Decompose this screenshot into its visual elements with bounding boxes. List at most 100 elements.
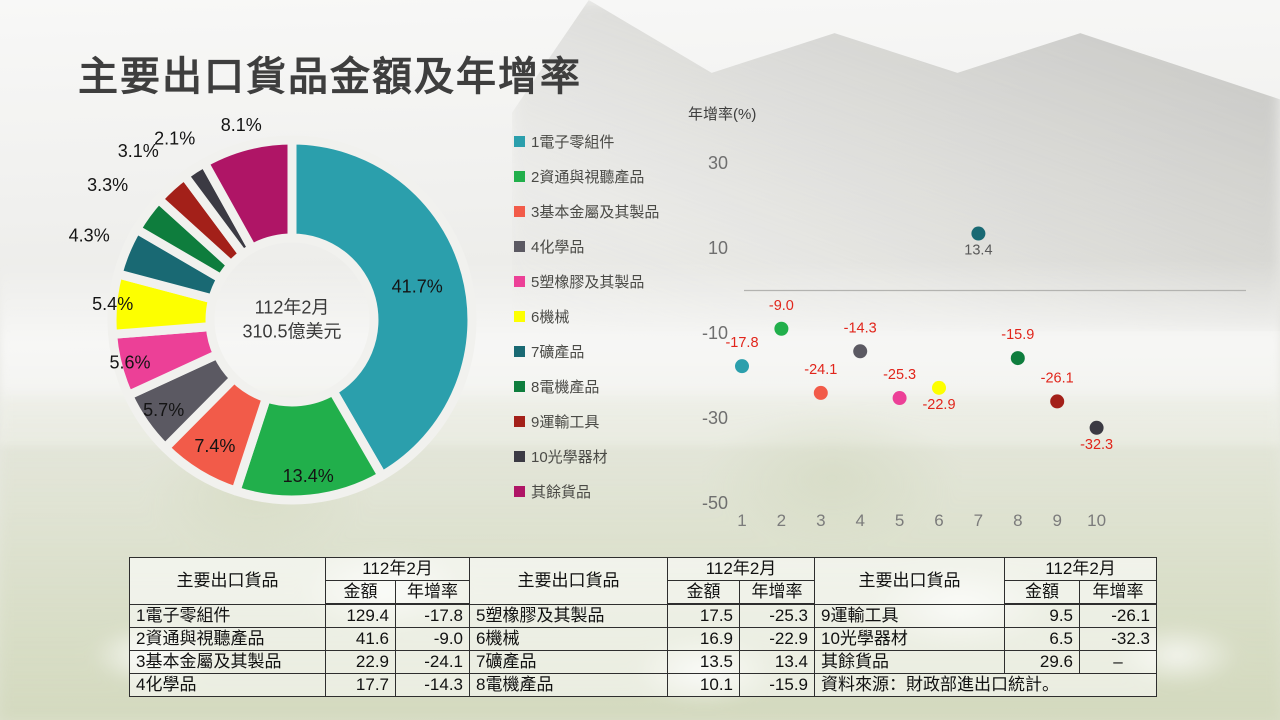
scatter-ytick-label: -10 (702, 323, 728, 343)
donut-chart: 41.7% 13.4% 7.4% 5.7% 5.6% 5.4% 4.3% 3.3% 3.1%2.… (69, 115, 477, 505)
donut-slice-percent-label: 5.7% (143, 400, 184, 420)
export-table-3: 主要出口貨品 112年2月 金額 年增率 9運輸工具 9.5 -26.1 10光學器材 6.5-… (814, 557, 1157, 697)
table-row: 3基本金屬及其製品 22.9 -24.1 (129, 650, 470, 674)
legend-item-label: 8電機產品 (531, 379, 600, 396)
cell-amount: 16.9 (667, 627, 740, 651)
scatter-xtick-label: 8 (1013, 511, 1022, 530)
donut-slice-percent-label: 4.3% (69, 226, 110, 246)
legend-swatch-icon (514, 381, 525, 392)
table-row: 2資通與視聽產品 41.6 -9.0 (129, 627, 470, 651)
cell-amount: 9.5 (1004, 603, 1080, 628)
legend-swatch-icon (514, 276, 525, 287)
scatter-point-value-label: -17.8 (725, 335, 758, 351)
col-header-period: 112年2月 (667, 557, 815, 581)
cell-yoy: -32.3 (1079, 627, 1157, 651)
col-header-item: 主要出口貨品 (814, 557, 1005, 605)
scatter-ytick-label: -50 (702, 493, 728, 513)
scatter-point-value-label: 13.4 (964, 243, 992, 259)
legend-item-10: 10光學器材 (514, 449, 659, 466)
scatter-point-value-label: -9.0 (769, 298, 794, 314)
scatter-point-8 (1010, 351, 1025, 366)
table-row: 其餘貨品 29.6– (814, 650, 1157, 674)
cell-yoy: -24.1 (395, 650, 470, 674)
cell-yoy: -17.8 (395, 603, 470, 628)
export-table-2: 主要出口貨品 112年2月 金額 年增率 5塑橡膠及其製品 17.5 -25.3 6機械 16.… (469, 557, 815, 697)
donut-center-total: 310.5億美元 (242, 322, 342, 342)
legend-swatch-icon (514, 451, 525, 462)
col-header-yoy: 年增率 (1079, 580, 1157, 605)
scatter-point-value-label: -25.3 (883, 367, 916, 383)
cell-amount: 17.5 (667, 603, 740, 628)
donut-slice-percent-label: 2.1% (154, 129, 195, 149)
col-header-yoy: 年增率 (739, 580, 815, 605)
scatter-xtick-label: 9 (1052, 511, 1061, 530)
scatter-xtick-label: 3 (816, 511, 825, 530)
scatter-xtick-label: 10 (1087, 511, 1106, 530)
cell-item-name: 1電子零組件 (129, 603, 326, 628)
scatter-chart: 年增率(%) 30 10 -10 -30 -50 1 2 3 4 5 6 7 8 9 10 -17.8 -9.0 -… (688, 106, 1246, 530)
scatter-point-2 (774, 321, 789, 336)
scatter-point-5 (892, 391, 907, 406)
scatter-point-7 (971, 226, 986, 241)
donut-slice-percent-label: 3.1% (118, 141, 159, 161)
donut-slice-percent-label: 41.7% (392, 276, 443, 296)
donut-center-period: 112年2月 (254, 297, 330, 318)
cell-item-name: 7礦產品 (469, 650, 668, 674)
scatter-xtick-label: 6 (934, 511, 943, 530)
col-header-item: 主要出口貨品 (129, 557, 326, 605)
legend-item-1: 1電子零組件 (514, 134, 659, 151)
scatter-point-10 (1089, 420, 1104, 435)
cell-yoy: -9.0 (395, 627, 470, 651)
cell-item-name: 5塑橡膠及其製品 (469, 603, 668, 628)
legend-item-label: 1電子零組件 (531, 134, 615, 151)
legend-swatch-icon (514, 416, 525, 427)
scatter-point-value-label: -14.3 (844, 320, 877, 336)
data-source-note: 資料來源：財政部進出口統計。 (814, 673, 1157, 697)
cell-amount: 22.9 (325, 650, 396, 674)
scatter-ytick-label: 30 (708, 153, 728, 173)
cell-amount: 10.1 (667, 673, 740, 697)
donut-slice-percent-label: 5.4% (92, 294, 133, 314)
legend-item-4: 4化學品 (514, 239, 659, 256)
legend-swatch-icon (514, 311, 525, 322)
table-row: 5塑橡膠及其製品 17.5 -25.3 (469, 603, 815, 628)
table-row: 10光學器材 6.5 -32.3 (814, 627, 1157, 651)
cell-amount: 13.5 (667, 650, 740, 674)
cell-item-name: 2資通與視聽產品 (129, 627, 326, 651)
donut-slice-percent-label: 5.6% (109, 352, 150, 372)
donut-slice-percent-label: 13.4% (283, 466, 334, 486)
cell-amount: 6.5 (1004, 627, 1080, 651)
cell-yoy: 13.4 (739, 650, 815, 674)
cell-yoy: -22.9 (739, 627, 815, 651)
cell-amount: 129.4 (325, 603, 396, 628)
legend-swatch-icon (514, 486, 525, 497)
donut-slice-percent-label: 3.3% (87, 175, 128, 195)
legend-item-3: 3基本金屬及其製品 (514, 204, 660, 221)
legend-swatch-icon (514, 171, 525, 182)
page-title: 主要出口貨品金額及年增率 (78, 55, 582, 99)
scatter-xtick-label: 5 (895, 511, 904, 530)
scatter-point-value-label: -22.9 (922, 397, 955, 413)
legend-item-label: 5塑橡膠及其製品 (531, 274, 645, 291)
chart-legend: 1電子零組件 2資通與視聽產品 3基本金屬及其製品 4化學品 5塑橡膠及其製品 6機械 7礦… (514, 134, 659, 519)
scatter-xtick-label: 1 (737, 511, 746, 530)
scatter-point-3 (813, 385, 828, 400)
table-row: 4化學品 17.7 -14.3 (129, 673, 470, 697)
col-header-amount: 金額 (667, 580, 740, 605)
scatter-xtick-label: 2 (777, 511, 786, 530)
scatter-point-value-label: -15.9 (1001, 327, 1034, 343)
legend-item-8: 8電機產品 (514, 379, 659, 396)
cell-amount: 17.7 (325, 673, 396, 697)
scatter-point-4 (853, 344, 868, 359)
legend-swatch-icon (514, 241, 525, 252)
legend-swatch-icon (514, 346, 525, 357)
scatter-point-value-label: -32.3 (1080, 437, 1113, 453)
scatter-xtick-label: 7 (974, 511, 983, 530)
legend-item-7: 7礦產品 (514, 344, 659, 361)
legend-item-label: 3基本金屬及其製品 (531, 204, 660, 221)
scatter-axis-title: 年增率(%) (688, 106, 756, 123)
legend-item-label: 其餘貨品 (531, 484, 592, 501)
donut-center-label: 112年2月 310.5億美元 (242, 296, 341, 345)
cell-item-name: 6機械 (469, 627, 668, 651)
legend-item-11: 其餘貨品 (514, 484, 659, 501)
